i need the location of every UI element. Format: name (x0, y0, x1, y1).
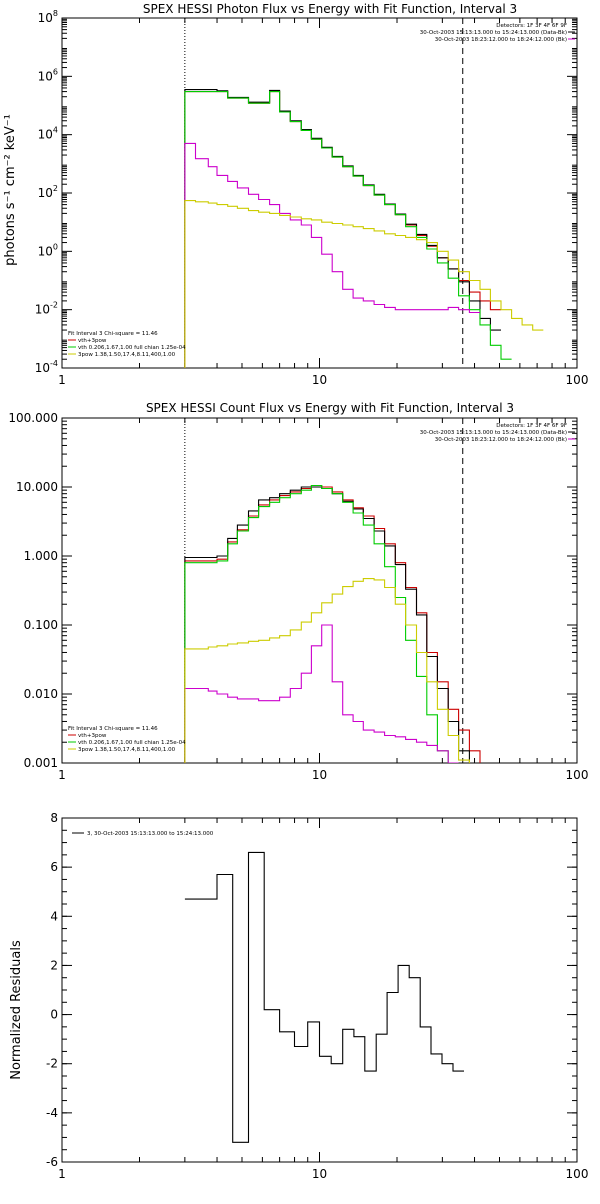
plot-frame (61, 817, 578, 1163)
y-tick-label: 100.000 (8, 411, 58, 425)
y-tick-label: -6 (46, 1155, 58, 1169)
x-tick-label: 100 (566, 768, 589, 782)
legend-entry: 3pow 1.38,1.50,17.4,8.11,400,1.00 (78, 352, 176, 358)
plot-frame (61, 17, 578, 369)
legend-entry: 30-Oct-2003 18:23:12.000 to 18:24:12.000… (435, 437, 567, 443)
legend-entry: vth+3pow (78, 338, 107, 344)
legend-entry: 3, 30-Oct-2003 15:13:13.000 to 15:24:13.… (87, 831, 214, 837)
y-tick-label: 108 (38, 9, 58, 25)
legend-entry: Fit Interval 3 Chi-square = 11.46 (68, 331, 158, 337)
y-tick-label: 2 (50, 958, 58, 972)
photon-flux-panel: SPEX HESSI Photon Flux vs Energy with Fi… (3, 2, 588, 387)
y-tick-label: -2 (46, 1057, 58, 1071)
x-tick-label: 10 (312, 373, 327, 387)
legend-entry: vth 0.206,1.67,1.00 full chian 1.25e-04 (78, 345, 186, 351)
legend-entry: 3pow 1.38,1.50,17.4,8.11,400,1.00 (78, 747, 176, 753)
x-tick-label: 1 (58, 373, 66, 387)
series-line (184, 624, 459, 763)
y-tick-label: 0.010 (24, 687, 58, 701)
plot-frame (61, 417, 578, 764)
y-tick-label: 4 (50, 909, 58, 923)
x-tick-label: 100 (566, 373, 589, 387)
y-tick-label: 100 (38, 242, 58, 258)
series-line (184, 200, 544, 368)
y-tick-label: 106 (38, 67, 58, 83)
y-tick-label: 1.000 (24, 549, 58, 563)
legend-entry: 30-Oct-2003 18:23:12.000 to 18:24:12.000… (435, 37, 567, 43)
series-line (184, 142, 480, 368)
legend-entry: vth 0.206,1.67,1.00 full chian 1.25e-04 (78, 740, 186, 746)
x-tick-label: 10 (312, 1167, 327, 1181)
y-tick-label: 0 (50, 1008, 58, 1022)
y-tick-label: 6 (50, 860, 58, 874)
series-line (184, 484, 449, 763)
y-tick-label: 104 (38, 126, 58, 142)
series-line (184, 578, 470, 763)
x-tick-label: 100 (566, 1167, 589, 1181)
x-tick-label: 1 (58, 768, 66, 782)
panel-1-ylabel: photons s⁻¹ cm⁻² keV⁻¹ (3, 114, 18, 266)
series-line (184, 89, 501, 368)
y-tick-label: 10-4 (35, 359, 58, 375)
legend-entry: vth+3pow (78, 733, 107, 739)
y-tick-label: 10-2 (35, 301, 58, 317)
legend-entry: Detectors: 1F 3F 4F 6F 9F (496, 23, 567, 29)
residuals-panel: Normalized Residuals 1 10 100 -6 -4 -2 0 2 4 6 8 3,… (9, 811, 588, 1181)
legend-entry: Detectors: 1F 3F 4F 6F 9F (496, 423, 567, 429)
x-tick-label: 10 (312, 768, 327, 782)
y-tick-label: 102 (38, 184, 58, 200)
y-tick-label: 10.000 (16, 480, 58, 494)
panel-3-ylabel: Normalized Residuals (9, 940, 24, 1080)
y-tick-label: -4 (46, 1106, 58, 1120)
series-line (184, 484, 481, 763)
y-tick-label: 0.100 (24, 618, 58, 632)
y-tick-label: 8 (50, 811, 58, 825)
legend-entry: 30-Oct-2003 15:13:13.000 to 15:24:13.000… (420, 430, 567, 436)
y-tick-label: 0.001 (24, 756, 58, 770)
panel-1-title: SPEX HESSI Photon Flux vs Energy with Fi… (143, 2, 517, 16)
count-flux-panel: SPEX HESSI Count Flux vs Energy with Fit… (8, 401, 589, 782)
legend-entry: Fit Interval 3 Chi-square = 11.46 (68, 726, 158, 732)
series-line (184, 91, 501, 368)
panel-2-title: SPEX HESSI Count Flux vs Energy with Fit… (146, 401, 514, 415)
series-line (184, 851, 464, 1143)
legend-entry: 30-Oct-2003 15:13:13.000 to 15:24:13.000… (420, 30, 567, 36)
x-tick-label: 1 (58, 1167, 66, 1181)
series-line (184, 91, 512, 368)
